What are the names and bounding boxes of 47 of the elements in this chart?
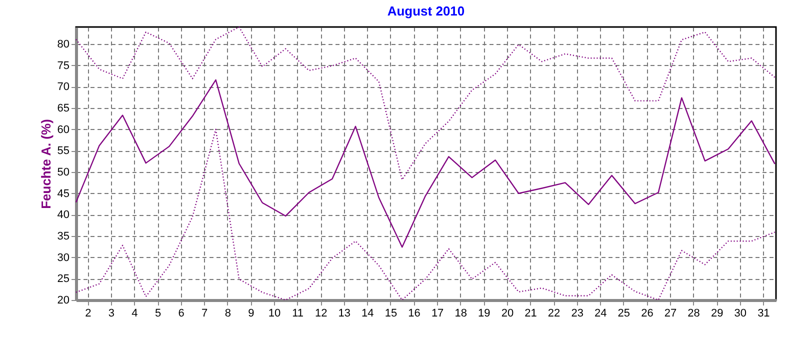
x-tick-label: 24 (594, 308, 607, 320)
y-tick-label: 55 (57, 145, 70, 158)
x-tick-label: 30 (734, 308, 747, 320)
x-tick-label: 9 (248, 308, 254, 320)
y-tick-label: 20 (57, 294, 70, 306)
x-tick-label: 14 (362, 308, 374, 320)
y-tick-label: 60 (57, 124, 70, 136)
y-tick-label: 50 (57, 166, 70, 179)
y-tick-label: 40 (57, 209, 70, 222)
x-tick-label: 21 (524, 308, 537, 320)
x-tick-label: 12 (314, 308, 328, 320)
x-tick-label: 23 (571, 308, 584, 320)
x-tick-label: 4 (132, 308, 138, 320)
x-tick-label: 16 (408, 308, 420, 320)
x-tick-label: 28 (688, 308, 700, 320)
y-tick-label: 80 (57, 38, 70, 51)
y-tick-label: 75 (57, 60, 70, 72)
x-tick-label: 13 (338, 308, 351, 320)
x-tick-label: 22 (548, 308, 560, 320)
y-tick-label: 35 (57, 230, 70, 243)
y-tick-label: 25 (57, 273, 70, 286)
x-tick-label: 8 (224, 308, 231, 320)
x-tick-label: 3 (108, 308, 115, 320)
y-tick-label: 30 (57, 252, 70, 264)
x-tick-label: 17 (431, 308, 444, 320)
x-tick-label: 20 (501, 308, 514, 320)
x-tick-label: 27 (664, 308, 677, 320)
y-tick-label: 65 (57, 102, 70, 115)
x-tick-label: 31 (758, 308, 770, 320)
y-tick-label: 70 (57, 81, 70, 94)
x-tick-label: 10 (268, 308, 281, 320)
x-tick-label: 26 (641, 308, 654, 320)
x-tick-label: 29 (710, 308, 724, 320)
chart-title: August 2010 (387, 3, 465, 18)
y-axis-title: Feuchte A. (%) (38, 119, 54, 209)
x-tick-label: 6 (178, 308, 184, 320)
y-tick-label: 45 (57, 188, 70, 200)
x-tick-label: 19 (478, 308, 490, 320)
x-tick-label: 25 (618, 308, 630, 320)
x-tick-label: 5 (154, 308, 162, 320)
line-series (75, 26, 776, 180)
x-tick-label: 7 (202, 308, 208, 320)
x-tick-label: 2 (85, 308, 92, 320)
line-series (75, 79, 776, 248)
x-tick-label: 15 (384, 308, 398, 320)
x-tick-label: 18 (454, 308, 467, 320)
x-tick-label: 11 (292, 308, 304, 320)
